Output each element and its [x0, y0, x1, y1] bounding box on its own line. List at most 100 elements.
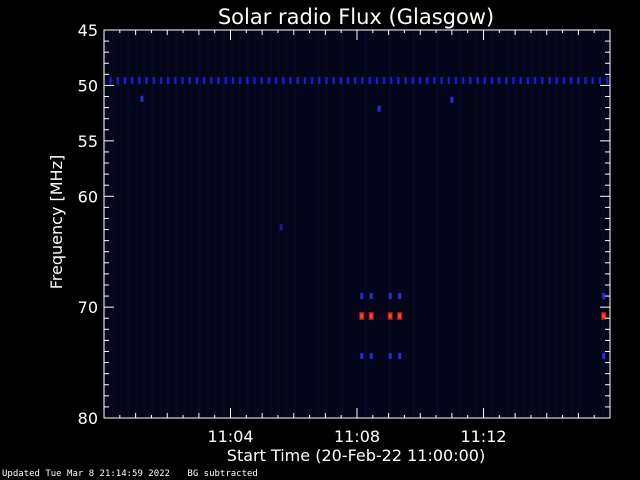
- background-stripe: [546, 30, 549, 418]
- heatmap-area: [104, 30, 610, 418]
- interference-band-mark: [231, 76, 235, 84]
- background-stripe: [309, 30, 312, 418]
- interference-band-mark: [440, 76, 443, 84]
- x-tick-label: 11:08: [334, 427, 380, 446]
- interference-band-mark: [512, 76, 515, 84]
- background-stripe: [293, 30, 296, 418]
- emission-spot: [388, 352, 392, 359]
- emission-spot: [602, 352, 606, 359]
- background-stripe: [372, 30, 375, 418]
- y-tick-label: 70: [78, 298, 98, 317]
- background-stripe: [507, 30, 510, 418]
- interference-band-mark: [433, 76, 436, 84]
- background-stripe: [285, 30, 288, 418]
- interference-band-mark: [577, 76, 580, 84]
- background-stripe: [491, 30, 494, 418]
- interference-band-mark: [310, 76, 314, 84]
- interference-band-mark: [605, 76, 609, 84]
- x-tick-label: 11:04: [207, 427, 253, 446]
- interference-band-mark: [375, 76, 379, 84]
- emission-spot: [398, 293, 402, 300]
- background-stripe: [246, 30, 249, 418]
- burst-spot: [398, 313, 402, 319]
- background-stripe: [451, 30, 454, 418]
- burst-spot: [602, 313, 606, 319]
- interference-band-mark: [318, 76, 321, 84]
- background-stripe: [475, 30, 478, 418]
- interference-band-mark: [389, 76, 393, 84]
- burst-spot: [369, 313, 373, 319]
- y-tick-label: 55: [78, 132, 98, 151]
- interference-band-mark: [303, 76, 307, 84]
- interference-band-mark: [166, 76, 170, 84]
- y-axis-label: Frequency [MHz]: [47, 155, 66, 289]
- background-stripe: [341, 30, 344, 418]
- emission-spot: [369, 293, 373, 300]
- interference-band-mark: [339, 76, 343, 84]
- background-stripe: [428, 30, 431, 418]
- interference-band-mark: [562, 76, 566, 84]
- interference-band-mark: [519, 76, 522, 84]
- y-tick-label: 45: [78, 21, 98, 40]
- background-stripe: [270, 30, 273, 418]
- interference-band-mark: [174, 76, 177, 84]
- interference-band-mark: [217, 76, 220, 84]
- background-stripe: [111, 30, 114, 418]
- interference-band-mark: [181, 76, 184, 84]
- background-stripe: [530, 30, 533, 418]
- background-stripe: [222, 30, 225, 418]
- interference-band-mark: [469, 76, 472, 84]
- background-stripe: [206, 30, 209, 418]
- background-stripe: [214, 30, 217, 418]
- y-tick-label: 80: [78, 409, 98, 428]
- emission-spot: [388, 293, 392, 300]
- background-stripe: [254, 30, 257, 418]
- axes: 45 50 55 60 70 80 11:04 11:08 11:12: [78, 21, 611, 446]
- interference-band-mark: [476, 76, 479, 84]
- background-stripe: [515, 30, 518, 418]
- emission-spot: [602, 293, 606, 300]
- background-stripe: [594, 30, 597, 418]
- background-stripe: [167, 30, 170, 418]
- background-stripe: [190, 30, 193, 418]
- interference-band-mark: [361, 76, 364, 84]
- interference-band-mark: [533, 76, 537, 84]
- background-stripe: [602, 30, 605, 418]
- background-stripe: [586, 30, 589, 418]
- interference-band-mark: [267, 76, 271, 84]
- interference-band-mark: [109, 76, 112, 84]
- emission-spot: [140, 95, 144, 102]
- background-stripe: [127, 30, 130, 418]
- interference-band-mark: [138, 76, 141, 84]
- background-stripe: [349, 30, 352, 418]
- interference-band-mark: [253, 76, 256, 84]
- interference-band-mark: [454, 76, 458, 84]
- interference-band-mark: [210, 76, 213, 84]
- interference-band-mark: [159, 76, 163, 84]
- interference-band-mark: [274, 76, 278, 84]
- background-stripe: [443, 30, 446, 418]
- interference-band-mark: [224, 76, 227, 84]
- background-stripe: [523, 30, 526, 418]
- background-stripe: [570, 30, 573, 418]
- interference-band-mark: [555, 76, 558, 84]
- y-tick-label: 50: [78, 76, 98, 95]
- interference-band-mark: [152, 76, 155, 84]
- background-stripe: [380, 30, 383, 418]
- interference-band-mark: [116, 76, 120, 84]
- x-tick-label: 11:12: [460, 427, 506, 446]
- interference-band-mark: [418, 76, 422, 84]
- emission-spot: [360, 293, 364, 300]
- y-tick-label: 60: [78, 187, 98, 206]
- interference-band-mark: [548, 76, 551, 84]
- interference-band-mark: [368, 76, 371, 84]
- interference-band-mark: [569, 76, 573, 84]
- background-stripe: [396, 30, 399, 418]
- background-stripe: [357, 30, 359, 418]
- background-stripe: [119, 30, 122, 418]
- background-stripe: [388, 30, 391, 418]
- interference-band-mark: [541, 76, 544, 84]
- interference-band-mark: [382, 76, 386, 84]
- background-stripe: [317, 30, 320, 418]
